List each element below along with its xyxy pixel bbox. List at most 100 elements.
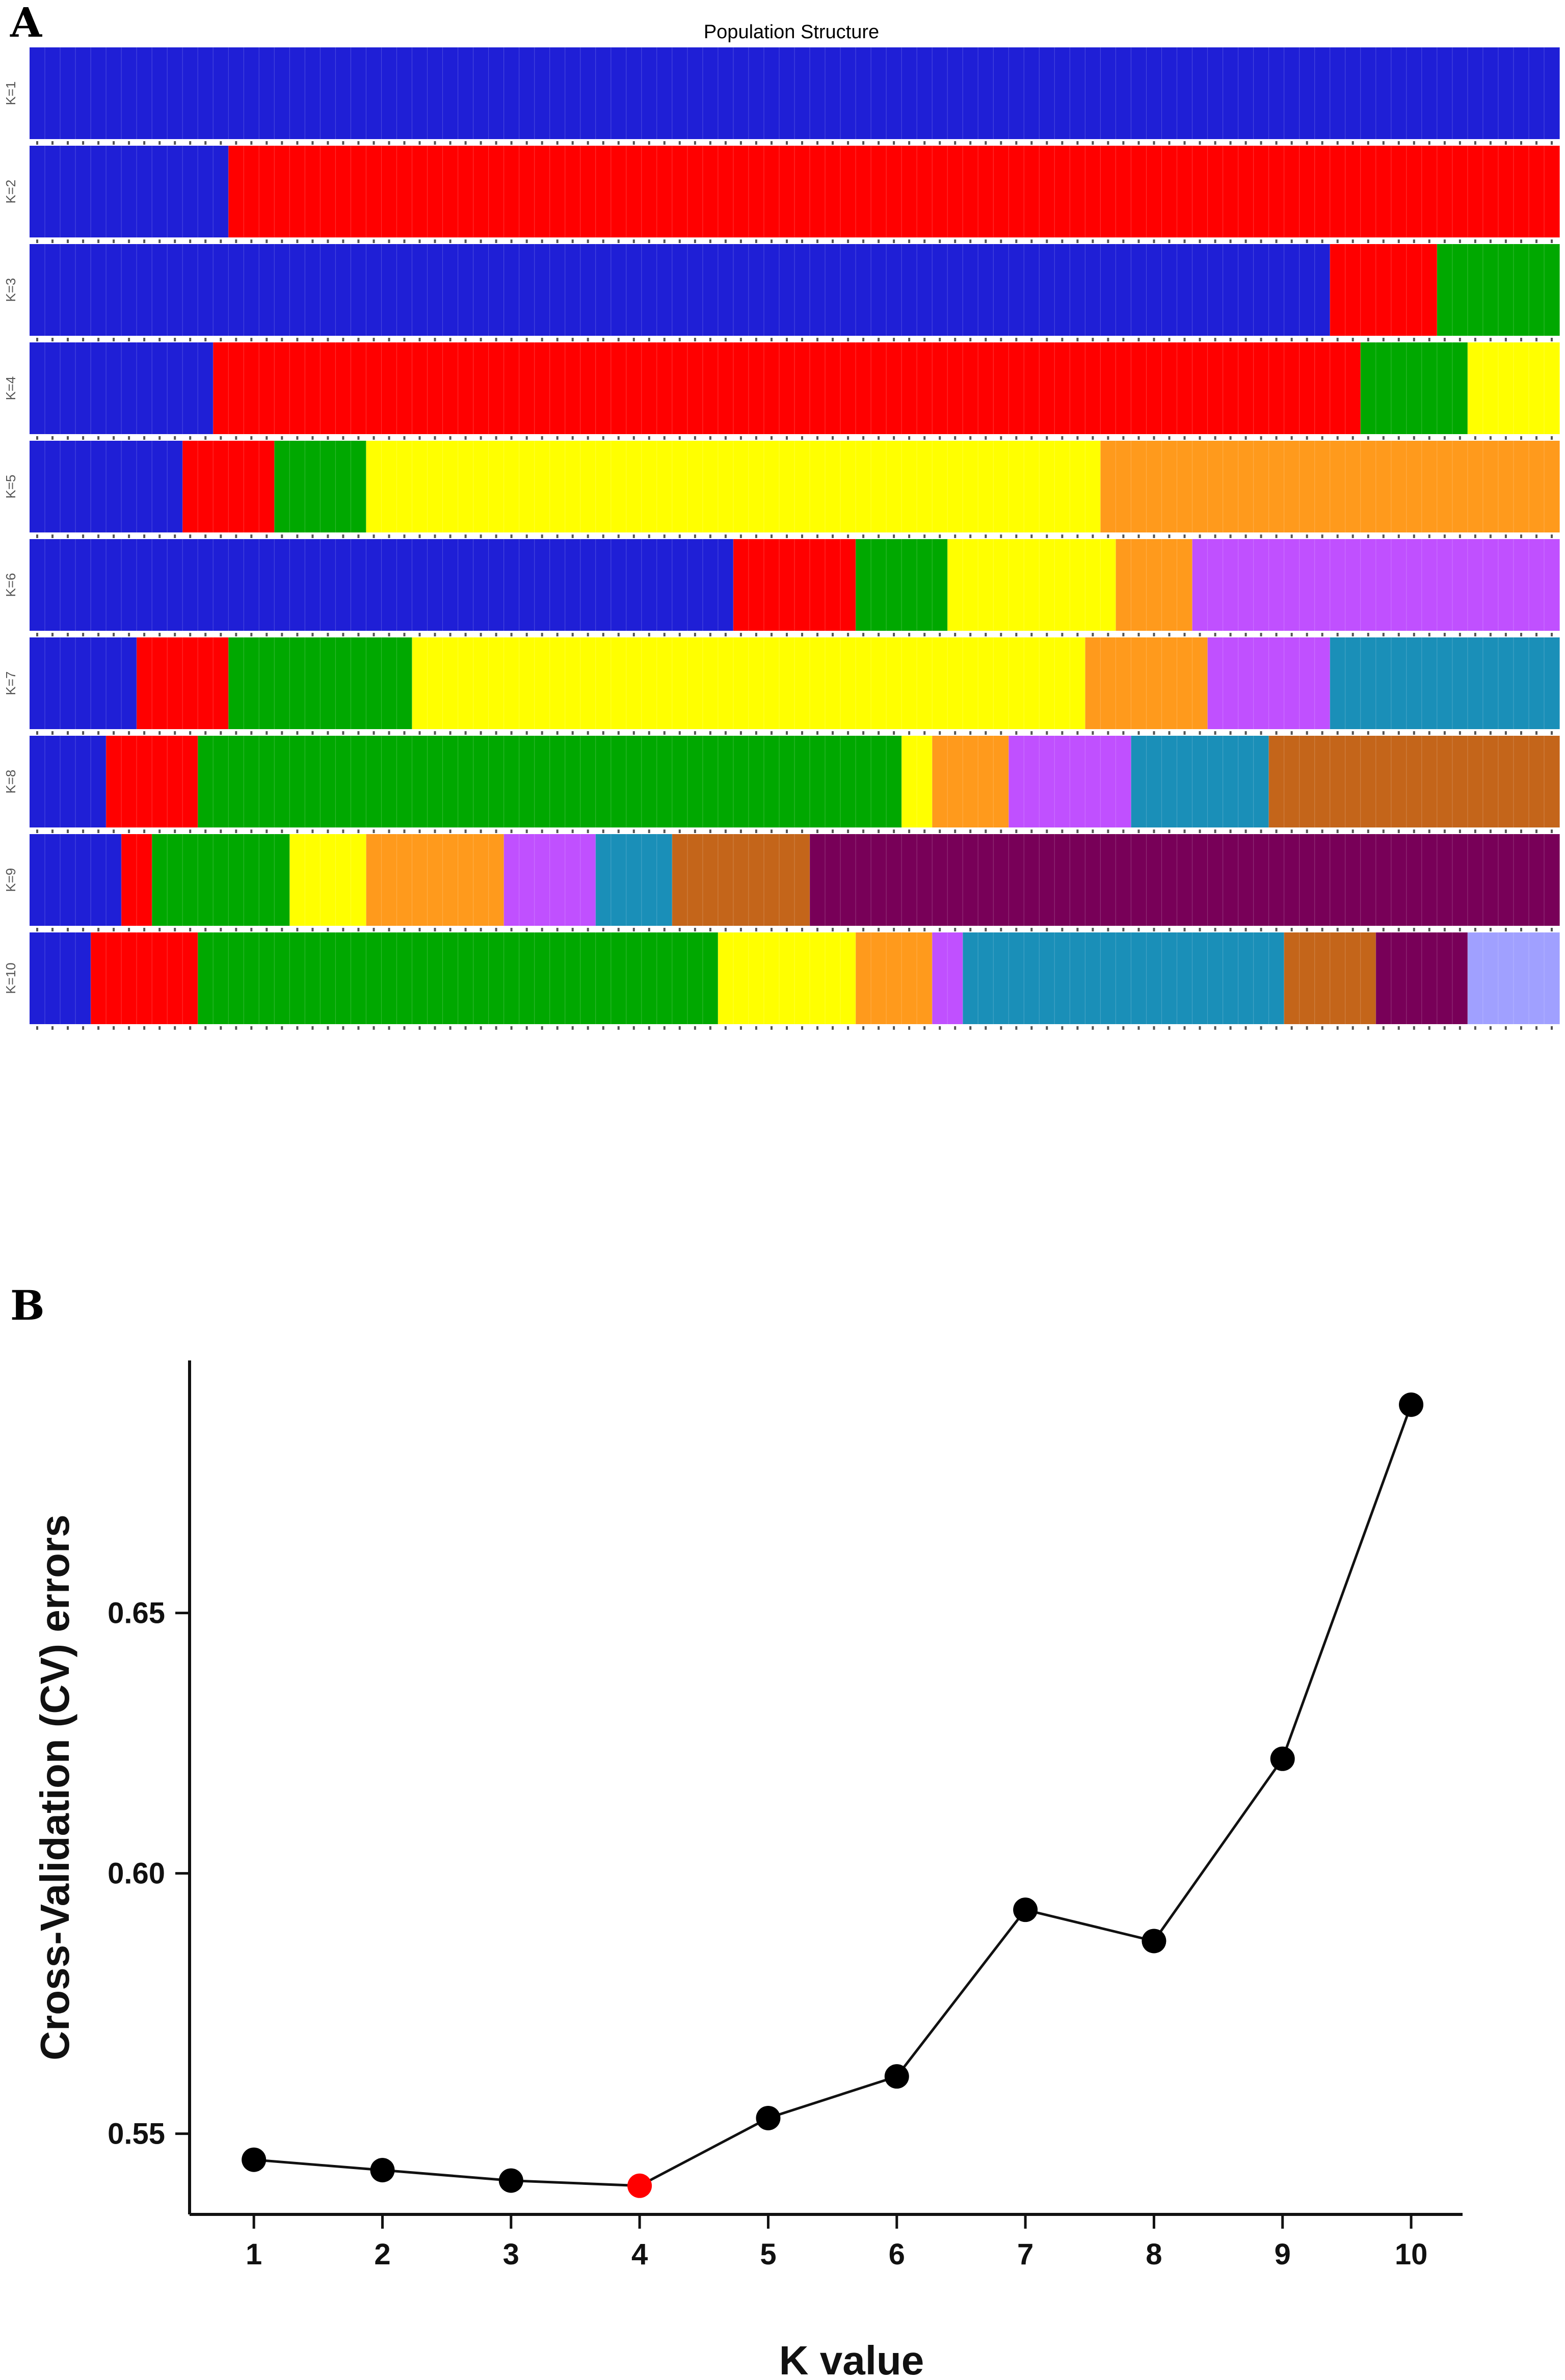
sample-label-marks <box>36 830 1553 833</box>
cluster-segment-blue <box>30 342 214 434</box>
cluster-segment-blue <box>30 539 734 631</box>
k-label: K=7 <box>3 672 18 696</box>
structure-row-k7: K=7 <box>3 637 1560 735</box>
k-label: K=10 <box>3 962 18 994</box>
cluster-segment-red <box>213 342 1361 434</box>
cv-point-k5 <box>756 2105 781 2130</box>
cluster-segment-yellow <box>289 834 367 926</box>
cluster-segment-teal <box>1330 637 1560 729</box>
cluster-segment-green <box>198 736 902 827</box>
cluster-segment-blue <box>30 834 122 926</box>
sample-label-marks <box>36 338 1553 341</box>
sample-separators <box>44 146 1545 237</box>
x-tick-label: 1 <box>246 2238 262 2271</box>
structure-row-k5: K=5 <box>3 441 1560 538</box>
structure-title: Population Structure <box>704 21 879 43</box>
sample-separators <box>44 932 1545 1024</box>
cluster-segment-blue <box>30 637 137 729</box>
cluster-segment-blue <box>30 146 229 237</box>
cv-point-k10 <box>1399 1392 1424 1417</box>
sample-separators <box>44 47 1545 139</box>
cv-error-line <box>253 1404 1413 2187</box>
cluster-segment-green <box>152 834 290 926</box>
panel-b-letter: B <box>10 1281 45 1329</box>
k-label: K=6 <box>3 573 18 597</box>
cluster-segment-red <box>1330 244 1438 336</box>
sample-separators <box>44 539 1545 631</box>
x-tick-label: 9 <box>1275 2238 1291 2271</box>
sample-separators <box>44 834 1545 926</box>
x-tick-label: 3 <box>503 2238 519 2271</box>
sample-separators <box>44 637 1545 729</box>
cluster-segment-green <box>1437 244 1560 336</box>
sample-label-marks <box>36 731 1553 735</box>
sample-label-marks <box>36 1026 1553 1030</box>
cluster-segment-red <box>121 834 152 926</box>
sample-label-marks <box>36 928 1553 931</box>
cluster-segment-green <box>274 441 367 532</box>
cv-point-k2 <box>370 2158 395 2183</box>
cluster-segment-maroon <box>810 834 1560 926</box>
cluster-segment-yellow <box>412 637 1085 729</box>
cv-point-minimum-k4 <box>627 2173 652 2198</box>
sample-label-marks <box>36 239 1553 243</box>
structure-row-k10: K=10 <box>3 932 1560 1030</box>
cluster-segment-orange <box>1100 441 1560 532</box>
cluster-segment-blue <box>30 244 1331 336</box>
cluster-segment-teal <box>963 932 1285 1024</box>
structure-row-k1: K=1 <box>3 47 1560 145</box>
y-tick-label: 0.60 <box>108 1857 165 1890</box>
k-label: K=9 <box>3 868 18 892</box>
sample-separators <box>44 736 1545 827</box>
structure-row-k9: K=9 <box>3 834 1560 931</box>
x-tick-label: 8 <box>1146 2238 1162 2271</box>
x-tick-label: 7 <box>1017 2238 1033 2271</box>
cluster-segment-violet <box>932 932 963 1024</box>
cluster-segment-blue <box>30 441 183 532</box>
structure-row-k4: K=4 <box>3 342 1560 440</box>
cluster-segment-blue <box>30 47 1560 139</box>
x-tick-label: 2 <box>374 2238 390 2271</box>
k-label: K=1 <box>3 82 18 105</box>
structure-row-k3: K=3 <box>3 244 1560 341</box>
x-tick-label: 10 <box>1395 2238 1428 2271</box>
cluster-segment-blue <box>30 736 107 827</box>
cv-error-plot: 1 2 3 4 5 6 7 8 9 10 0.55 0.60 0.65 K value Cross-Vali… <box>32 1360 1463 2380</box>
cluster-segment-violet <box>503 834 596 926</box>
cluster-segment-red <box>733 539 856 631</box>
cluster-segment-blue <box>30 932 91 1024</box>
cv-point-k9 <box>1270 1746 1295 1771</box>
sample-label-marks <box>36 141 1553 145</box>
cluster-segment-orange <box>1116 539 1193 631</box>
cluster-segment-green <box>228 637 413 729</box>
cluster-segment-lavender <box>1467 932 1560 1024</box>
sample-separators <box>44 244 1545 336</box>
sample-separators <box>44 441 1545 532</box>
cluster-segment-yellow <box>1467 342 1560 434</box>
structure-row-k2: K=2 <box>3 146 1560 243</box>
x-tick-label: 6 <box>889 2238 905 2271</box>
k-label: K=8 <box>3 770 18 794</box>
y-tick-label: 0.55 <box>108 2118 165 2151</box>
cluster-segment-yellow <box>947 539 1117 631</box>
cluster-segment-orange <box>856 932 933 1024</box>
sample-label-marks <box>36 633 1553 636</box>
cv-point-k1 <box>242 2147 267 2172</box>
cv-point-k7 <box>1013 1897 1038 1922</box>
cluster-segment-teal <box>595 834 673 926</box>
cluster-segment-yellow <box>718 932 856 1024</box>
cluster-segment-red <box>182 441 275 532</box>
k-label: K=3 <box>3 278 18 302</box>
cluster-segment-orange <box>932 736 1009 827</box>
cluster-segment-violet <box>1009 736 1132 827</box>
cluster-segment-brown <box>1268 736 1560 827</box>
y-tick-label: 0.65 <box>108 1597 165 1630</box>
cluster-segment-red <box>137 637 229 729</box>
x-tick-label: 4 <box>631 2238 648 2271</box>
x-axis-label: K value <box>779 2338 924 2380</box>
sample-label-marks <box>36 436 1553 440</box>
cluster-segment-green <box>856 539 948 631</box>
k-label: K=2 <box>3 180 18 204</box>
sample-label-marks <box>36 534 1553 538</box>
